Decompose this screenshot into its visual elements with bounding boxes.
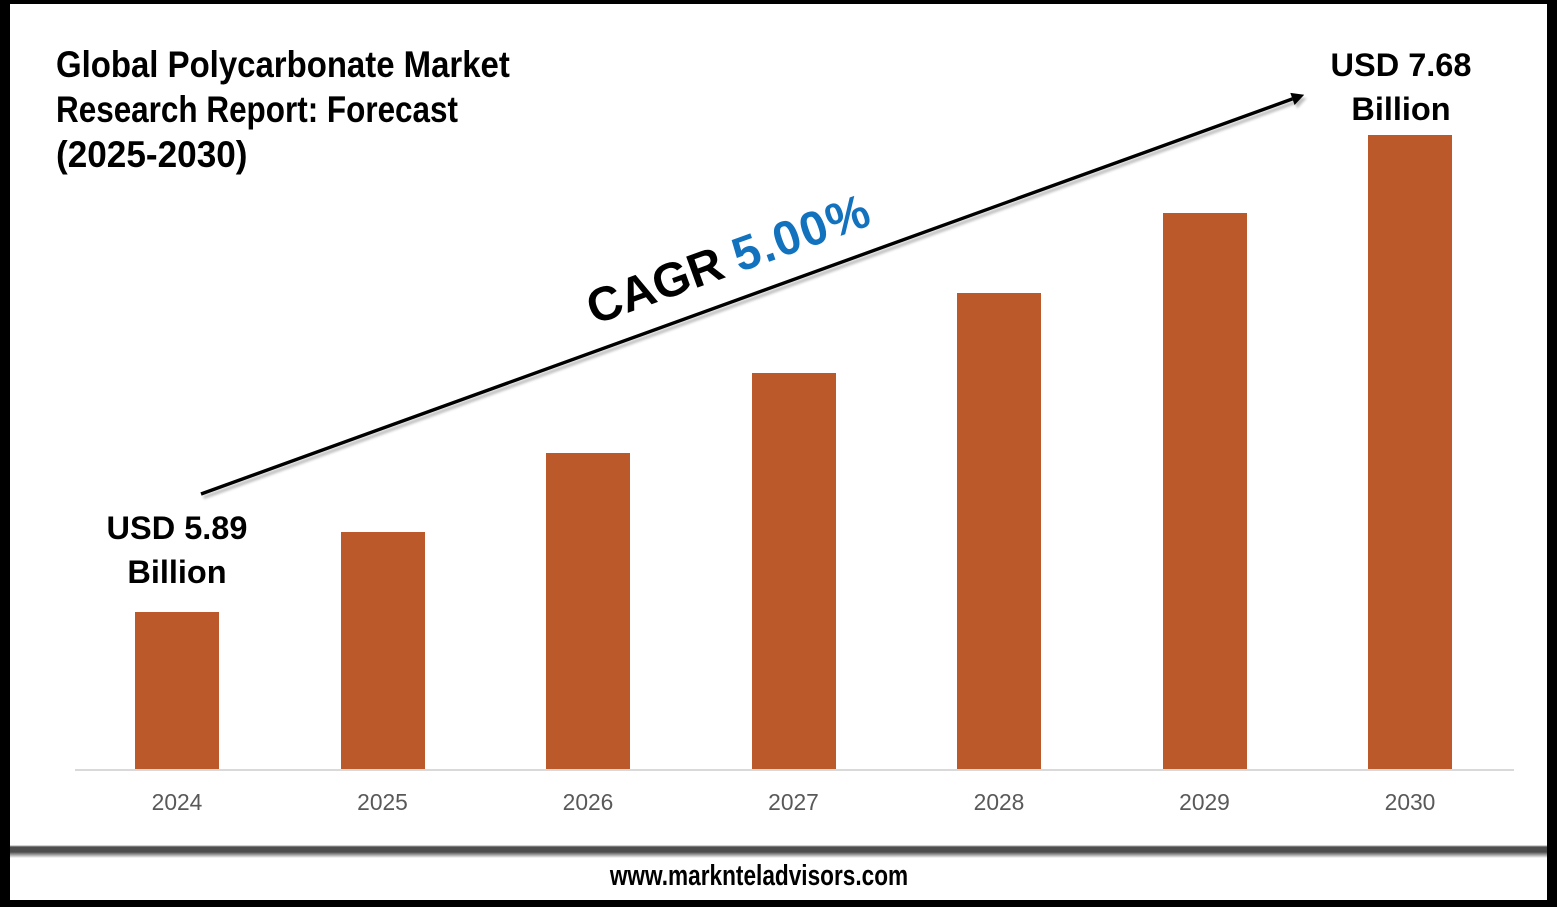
svg-text:CAGR 5.00%: CAGR 5.00% <box>580 184 879 335</box>
